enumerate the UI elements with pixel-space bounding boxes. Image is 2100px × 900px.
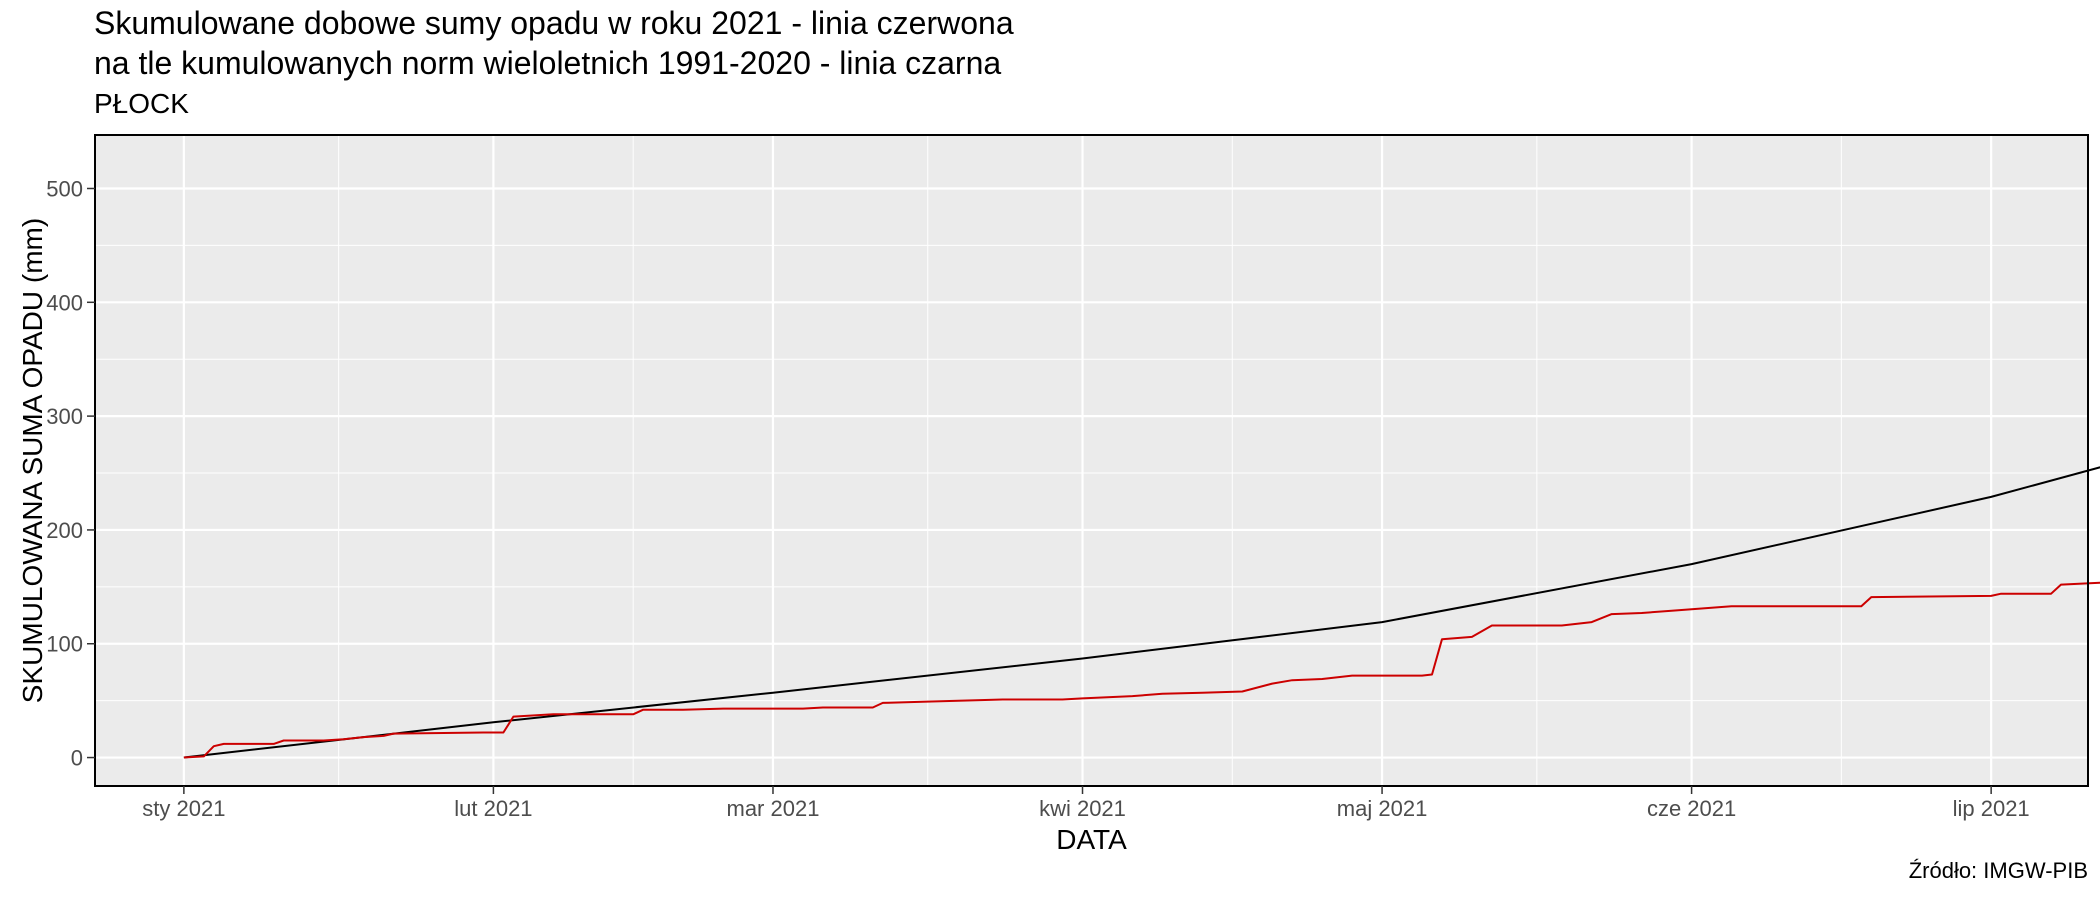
y-axis-title: SKUMULOWANA SUMA OPADU (mm) [17, 218, 48, 703]
series-layer [183, 466, 2100, 759]
plot-panel [95, 135, 2088, 786]
plot-border [94, 134, 2089, 787]
x-tick-label: kwi 2021 [1039, 796, 1126, 821]
x-axis-title: DATA [1056, 824, 1127, 855]
grid-minor [95, 135, 2088, 786]
x-axis: sty 2021 lut 2021 mar 2021 kwi 2021 maj 2021… [142, 786, 2030, 821]
series-normal-line [183, 466, 2100, 759]
chart-title-line2: na tle kumulowanych norm wieloletnich 19… [94, 45, 1002, 81]
chart-title: Skumulowane dobowe sumy opadu w roku 202… [94, 5, 1014, 41]
x-tick-label: lip 2021 [1953, 796, 2030, 821]
y-tick-label: 100 [46, 632, 83, 657]
x-tick-label: lut 2021 [454, 796, 532, 821]
y-tick-label: 300 [46, 404, 83, 429]
x-tick-label: mar 2021 [727, 796, 820, 821]
x-tick-label: sty 2021 [142, 796, 225, 821]
source-caption: Źródło: IMGW-PIB [1908, 858, 2088, 883]
x-tick-label: cze 2021 [1647, 796, 1736, 821]
y-axis: 0 100 200 300 400 500 [46, 176, 95, 771]
y-tick-label: 400 [46, 290, 83, 315]
y-tick-label: 500 [46, 176, 83, 201]
y-tick-label: 200 [46, 518, 83, 543]
chart-subtitle: PŁOCK [94, 88, 189, 119]
series-2021-line [183, 581, 2100, 759]
grid-major [95, 135, 2088, 786]
y-tick-label: 0 [71, 746, 83, 771]
x-tick-label: maj 2021 [1337, 796, 1428, 821]
